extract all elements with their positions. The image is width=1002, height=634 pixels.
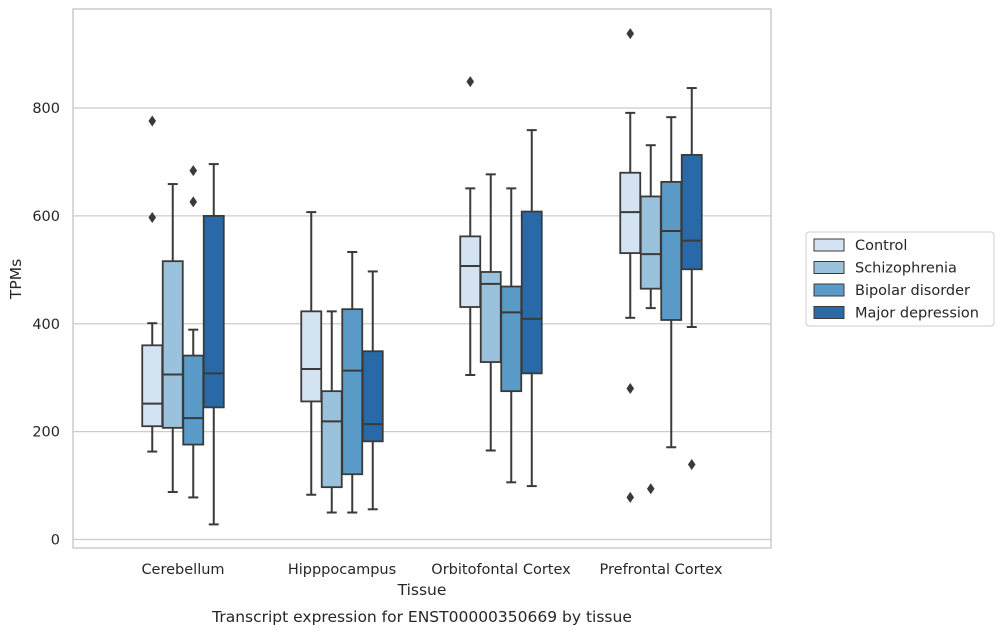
- y-tick-label: 800: [32, 101, 60, 117]
- legend-label: Control: [855, 238, 907, 254]
- box-1-2: [341, 251, 364, 514]
- y-axis-label: TPMs: [7, 259, 25, 300]
- outlier-point: [626, 382, 635, 394]
- box-1-1: [320, 310, 343, 514]
- legend-frame: [805, 231, 995, 327]
- legend-label: Bipolar disorder: [855, 283, 970, 299]
- box-body: [459, 235, 482, 308]
- y-tick-label: 600: [32, 209, 60, 225]
- box-body: [520, 210, 543, 375]
- box-body: [500, 285, 523, 393]
- outlier-point: [466, 76, 475, 88]
- box-3-3: [680, 87, 703, 471]
- x-tick-label: Orbitofontal Cortex: [431, 562, 571, 578]
- outlier-point: [687, 459, 696, 471]
- outlier-point: [189, 196, 198, 208]
- outlier-point: [148, 211, 157, 223]
- chart-caption: Transcript expression for ENST0000035066…: [211, 608, 632, 626]
- box-body: [341, 308, 364, 476]
- box-2-0: [459, 76, 482, 376]
- x-axis-label: Tissue: [397, 581, 447, 599]
- y-tick-label: 0: [51, 533, 60, 549]
- outlier-point: [646, 483, 655, 495]
- legend-label: Major depression: [855, 306, 979, 322]
- outlier-point: [626, 28, 635, 40]
- box-body: [182, 354, 205, 446]
- legend-swatch: [813, 238, 845, 252]
- box-body: [361, 350, 384, 443]
- box-body: [161, 260, 184, 429]
- outlier-point: [148, 115, 157, 127]
- box-body: [660, 180, 683, 321]
- box-0-1: [161, 183, 184, 494]
- box-1-3: [361, 270, 384, 511]
- x-tick-label: Hipppocampus: [288, 562, 396, 578]
- box-1-0: [300, 211, 323, 496]
- x-tick-label: Cerebellum: [141, 562, 224, 578]
- legend-swatch: [813, 283, 845, 297]
- box-body: [300, 310, 323, 403]
- legend: Control Schizophrenia Bipolar disorder Majo…: [805, 231, 995, 327]
- box-3-2: [660, 116, 683, 449]
- box-body: [479, 271, 502, 363]
- x-tick-label: Prefrontal Cortex: [600, 562, 723, 578]
- plot-area-frame: [72, 8, 772, 549]
- box-0-0: [141, 115, 164, 453]
- outlier-point: [189, 165, 198, 177]
- box-2-3: [520, 129, 543, 488]
- outlier-point: [626, 491, 635, 503]
- box-body: [639, 195, 662, 290]
- y-tick-label: 200: [32, 425, 60, 441]
- box-2-2: [500, 187, 523, 484]
- y-tick-label: 400: [32, 317, 60, 333]
- box-body: [680, 154, 703, 271]
- box-0-2: [182, 165, 205, 499]
- legend-swatch: [813, 306, 845, 319]
- box-body: [141, 344, 164, 428]
- boxes: [141, 28, 703, 526]
- x-axis-ticks: Cerebellum Hipppocampus Orbitofontal Corte…: [141, 562, 722, 578]
- legend-swatch: [813, 261, 845, 274]
- legend-label: Schizophrenia: [855, 261, 957, 277]
- box-3-0: [619, 28, 642, 503]
- y-axis-ticks: 0 200 400 600 800: [32, 101, 60, 549]
- box-body: [320, 390, 343, 489]
- box-body: [202, 214, 225, 409]
- box-3-1: [639, 144, 662, 495]
- box-0-3: [202, 163, 225, 526]
